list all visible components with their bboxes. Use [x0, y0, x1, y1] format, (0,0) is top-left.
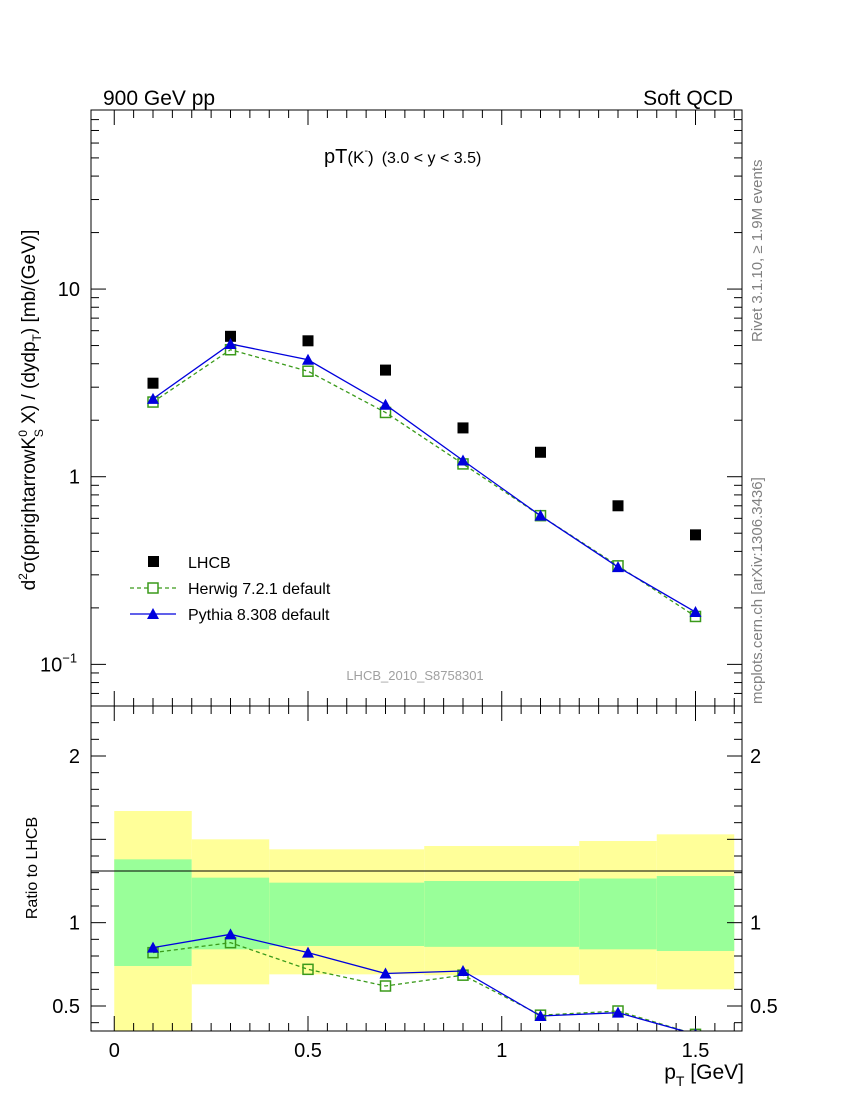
- x-tick-label: 0.5: [294, 1040, 322, 1062]
- title-particle-close: ): [368, 148, 374, 167]
- legend-pythia-label: Pythia 8.308 default: [188, 607, 330, 624]
- lhcb-main-point: [302, 335, 314, 347]
- ratio-y-tick-label-right: 1: [750, 913, 761, 935]
- legend-herwig-label: Herwig 7.2.1 default: [188, 581, 331, 598]
- mcplots-reference-label: mcplots.cern.ch [arXiv:1306.3436]: [749, 477, 766, 704]
- ratio-uncertainty-band-inner: [269, 882, 425, 946]
- pythia-main-line: [152, 343, 696, 613]
- pythia-ratio-point: [147, 941, 159, 953]
- pythia-ratio-point: [224, 928, 237, 940]
- ratio-plot-frame: [90, 705, 743, 1032]
- main-y-axis-label: d2σ(pprightarrowK0 S X) / (dydpT) [mb/(Ge…: [16, 230, 46, 591]
- lhcb-main-point: [690, 529, 701, 541]
- pythia-main-point: [612, 561, 624, 573]
- ratio-uncertainty-band-inner: [656, 876, 735, 951]
- pythia-main-point: [534, 509, 547, 521]
- herwig-main-point: [302, 365, 314, 377]
- ratio-y-tick-label-left: 2: [69, 746, 80, 768]
- herwig-ratio-point: [379, 980, 392, 992]
- pythia-ratio-point: [302, 946, 314, 958]
- herwig-ratio-point: [302, 963, 314, 976]
- x-tick-label: 0: [109, 1040, 120, 1062]
- main-y-tick-label: 10: [58, 279, 80, 301]
- pythia-ratio-line: [152, 933, 686, 1031]
- title-particle: (K: [347, 148, 365, 167]
- header-right-label: Soft QCD: [643, 87, 733, 110]
- pythia-ratio-point: [457, 965, 469, 976]
- pythia-main-point: [147, 392, 159, 404]
- pythia-main-point: [302, 353, 314, 365]
- ratio-y-tick-label-right: 2: [750, 746, 761, 768]
- main-plot-title: pT(K-) (3.0 < y < 3.5): [324, 145, 481, 168]
- main-y-tick-label: 1: [69, 467, 80, 489]
- lhcb-main-point: [612, 500, 624, 512]
- x-tick-label: 1.5: [682, 1040, 710, 1062]
- main-y-tick-label: 10−1: [40, 650, 77, 676]
- pythia-main-point: [689, 606, 702, 618]
- lhcb-main-point: [535, 446, 546, 458]
- herwig-ratio-line: [152, 942, 687, 1031]
- pythia-main-point: [224, 337, 237, 349]
- lhcb-main-point: [225, 330, 236, 342]
- pythia-ratio-point: [694, 1028, 697, 1031]
- lhcb-main-point: [147, 377, 159, 389]
- analysis-watermark: LHCB_2010_S8758301: [346, 668, 483, 683]
- rivet-version-label: Rivet 3.1.10, ≥ 1.9M events: [749, 160, 766, 343]
- legend-pythia-marker: [147, 608, 159, 619]
- legend-lhcb-label: LHCB: [188, 555, 231, 572]
- ratio-panel: 2 2 1 1 0.5 0.5 0 0.5 1 1.5 Ratio to LHCB pT [GeV…: [24, 705, 778, 1089]
- ratio-uncertainty-band-inner: [579, 878, 657, 950]
- ratio-y-axis-label: Ratio to LHCB: [24, 817, 41, 919]
- lhcb-main-point: [380, 364, 391, 376]
- title-rapidity-range: (3.0 < y < 3.5): [382, 150, 482, 167]
- main-panel: LHCB_2010_S8758301 10 1 10−1 pT(K-) (3.0 < …: [16, 109, 743, 707]
- header-left-label: 900 GeV pp: [103, 87, 215, 110]
- ratio-uncertainty-band-inner: [424, 881, 580, 947]
- x-axis-label: pT [GeV]: [664, 1061, 744, 1089]
- legend-lhcb-marker: [148, 556, 159, 567]
- legend: LHCB Herwig 7.2.1 default Pythia 8.308 d…: [130, 555, 331, 624]
- pythia-main-point: [379, 398, 392, 410]
- title-particle-charge: -: [364, 145, 368, 157]
- lhcb-main-point: [457, 422, 469, 434]
- title-pt: pT: [324, 146, 347, 168]
- legend-herwig-marker: [147, 582, 159, 594]
- pythia-ratio-point: [534, 1010, 547, 1021]
- pythia-ratio-point: [612, 1006, 624, 1018]
- herwig-main-line: [152, 349, 696, 618]
- ratio-y-tick-label-left: 0.5: [52, 996, 80, 1018]
- pythia-ratio-point: [379, 967, 392, 979]
- x-tick-label: 1: [496, 1040, 507, 1062]
- pythia-main-point: [457, 454, 469, 466]
- ratio-y-tick-label-right: 0.5: [750, 996, 778, 1018]
- ratio-y-tick-label-left: 1: [69, 913, 80, 935]
